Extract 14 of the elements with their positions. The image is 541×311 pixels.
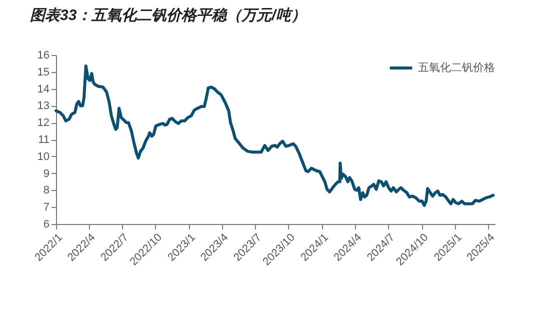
y-tick-label: 15	[37, 66, 50, 78]
y-tick-label: 16	[37, 50, 50, 62]
chart-title: 图表33：五氧化二钒价格平稳（万元/吨）	[30, 7, 306, 24]
y-tick-label: 6	[43, 218, 50, 230]
y-tick-label: 9	[43, 168, 50, 180]
y-tick-label: 13	[37, 100, 50, 112]
y-tick-label: 8	[43, 184, 50, 197]
line-series	[54, 64, 495, 207]
y-tick-label: 14	[37, 83, 50, 96]
y-tick-label: 11	[38, 134, 50, 146]
y-tick-label: 10	[37, 150, 50, 163]
legend-label: 五氧化二钒价格	[418, 62, 495, 74]
y-tick-label: 7	[43, 202, 50, 214]
y-tick-label: 12	[37, 117, 50, 130]
